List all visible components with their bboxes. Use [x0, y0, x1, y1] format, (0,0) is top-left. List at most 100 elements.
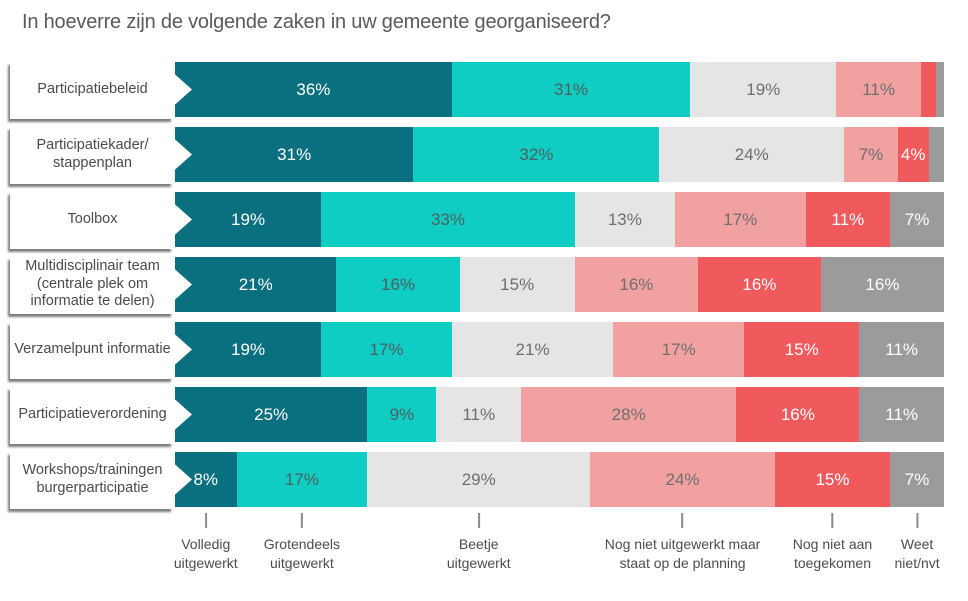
legend-item: Nog niet aan toegekomen [793, 513, 872, 574]
segment-value: 15% [500, 274, 535, 294]
segment-value: 16% [619, 274, 654, 294]
stacked-bar: 19% 17% 21% 17% 15% 11% [175, 322, 944, 377]
category-label-line: stappenplan [52, 154, 132, 171]
legend-tick-icon [831, 513, 834, 528]
bar-segment: 19% [175, 192, 322, 247]
segment-value: 13% [607, 209, 642, 229]
bar-segment: 16% [736, 387, 860, 442]
bar-segment: 28% [521, 387, 737, 442]
legend-label-line: uitgewerkt [269, 555, 334, 572]
bar-segment: 19% [690, 62, 837, 117]
chart-title: In hoeverre zijn de volgende zaken in uw… [22, 11, 611, 33]
category-label-line: (centrale plek om [36, 275, 149, 292]
segment-value: 16% [380, 274, 416, 294]
segment-value: 16% [780, 404, 815, 424]
bar-segment: 9% [367, 387, 437, 442]
segment-value: 11% [885, 339, 919, 359]
bar-segment: 36% [175, 62, 452, 117]
legend-item: Beetje uitgewerkt [447, 513, 511, 574]
category-label: Participatieverordening [10, 385, 192, 444]
bar-segment: 11% [859, 387, 944, 442]
category-label-line: Verzamelpunt informatie [14, 340, 171, 357]
category-label-line: Workshops/trainingen [22, 461, 163, 478]
segment-value: 33% [430, 209, 465, 229]
bar-segment: 17% [236, 452, 368, 507]
segment-value: 19% [231, 339, 266, 359]
chart-row: Verzamelpunt informatie 19% 17% 21% 17% 15% 11… [10, 320, 944, 379]
legend-tick-icon [204, 513, 207, 528]
segment-value: 15% [784, 339, 819, 359]
legend-tick-icon [477, 513, 480, 528]
chart-row: Participatiekader/stappenplan 31% 32% 24% 7%… [10, 125, 944, 184]
bar-segment: 11% [436, 387, 522, 442]
bar-segment: 11% [859, 322, 944, 377]
category-label: Participatiebeleid [10, 60, 192, 119]
category-label: Multidisciplinair team (centrale plek om i… [10, 255, 192, 314]
segment-value: 16% [742, 274, 777, 294]
bar-segment: 4% [897, 127, 929, 182]
legend-label-line: niet/nvt [894, 555, 940, 572]
bar-segment [936, 62, 944, 117]
bar-segment: 21% [175, 257, 337, 312]
category-label-line: Multidisciplinair team [25, 257, 160, 274]
bar-segment: 16% [697, 257, 821, 312]
segment-value: 7% [904, 469, 930, 489]
stacked-bar: 36% 31% 19% 11% [175, 62, 944, 117]
legend-label-line: uitgewerkt [446, 555, 511, 572]
bar-segment: 16% [820, 257, 944, 312]
segment-value: 7% [858, 144, 884, 164]
category-label: Workshops/trainingen burgerparticipatie [10, 450, 192, 509]
bar-segment: 24% [590, 452, 775, 507]
segment-value: 11% [462, 404, 496, 424]
legend-label-line: Beetje [458, 536, 499, 552]
segment-value: 32% [519, 144, 554, 164]
segment-value: 21% [515, 339, 550, 359]
segment-value: 31% [554, 79, 589, 99]
legend-tick-icon [681, 513, 684, 528]
bar-segment: 21% [451, 322, 614, 377]
bar-segment: 7% [890, 192, 944, 247]
bar-segment: 29% [367, 452, 591, 507]
bar-segment: 15% [774, 452, 891, 507]
segment-value: 25% [254, 404, 289, 424]
bar-segment [920, 62, 937, 117]
legend-label-line: Weet [900, 536, 934, 552]
chart-row: Multidisciplinair team (centrale plek om i… [10, 255, 944, 314]
legend-item: Nog niet uitgewerkt maar staat op de plan… [604, 513, 761, 574]
category-label-line: burgerparticipatie [36, 479, 149, 496]
bar-segment: 7% [844, 127, 898, 182]
category-label-line: Toolbox [67, 210, 118, 227]
legend-tick-icon [300, 513, 303, 528]
bar-segment: 7% [890, 452, 944, 507]
bar-segment: 33% [321, 192, 575, 247]
legend-item: Volledig uitgewerkt [174, 513, 238, 574]
bar-segment: 16% [574, 257, 698, 312]
legend-label-line: Nog niet aan [792, 536, 873, 552]
segment-value: 17% [284, 469, 319, 489]
category-label-line: Participatieverordening [18, 405, 167, 422]
bar-segment: 13% [574, 192, 675, 247]
bar-segment: 19% [175, 322, 322, 377]
legend-label-line: staat op de planning [619, 555, 746, 572]
category-label: Toolbox [10, 190, 192, 249]
bar-segment: 31% [175, 127, 414, 182]
category-label: Verzamelpunt informatie [10, 320, 192, 379]
segment-value: 15% [815, 469, 850, 489]
category-label-line: Participatiebeleid [37, 80, 148, 97]
legend-label-line: Grotendeels [263, 536, 341, 552]
stacked-bar: 21% 16% 15% 16% 16% 16% [175, 257, 944, 312]
segment-value: 11% [885, 404, 919, 424]
chart-rows: Participatiebeleid 36% 31% 19% 11% Participat… [10, 60, 944, 517]
legend: Volledig uitgewerkt Grotendeels uitgewerkt B… [174, 513, 944, 598]
segment-value: 11% [831, 209, 865, 229]
segment-value: 21% [238, 274, 273, 294]
legend-label-line: toegekomen [793, 555, 872, 572]
bar-segment: 24% [659, 127, 844, 182]
category-label: Participatiekader/stappenplan [10, 125, 192, 184]
bar-segment: 17% [613, 322, 745, 377]
legend-label-line: Nog niet uitgewerkt maar [604, 536, 761, 552]
legend-label-line: uitgewerkt [173, 555, 238, 572]
chart-row: Workshops/trainingen burgerparticipatie 8%… [10, 450, 944, 509]
segment-value: 31% [277, 144, 312, 164]
